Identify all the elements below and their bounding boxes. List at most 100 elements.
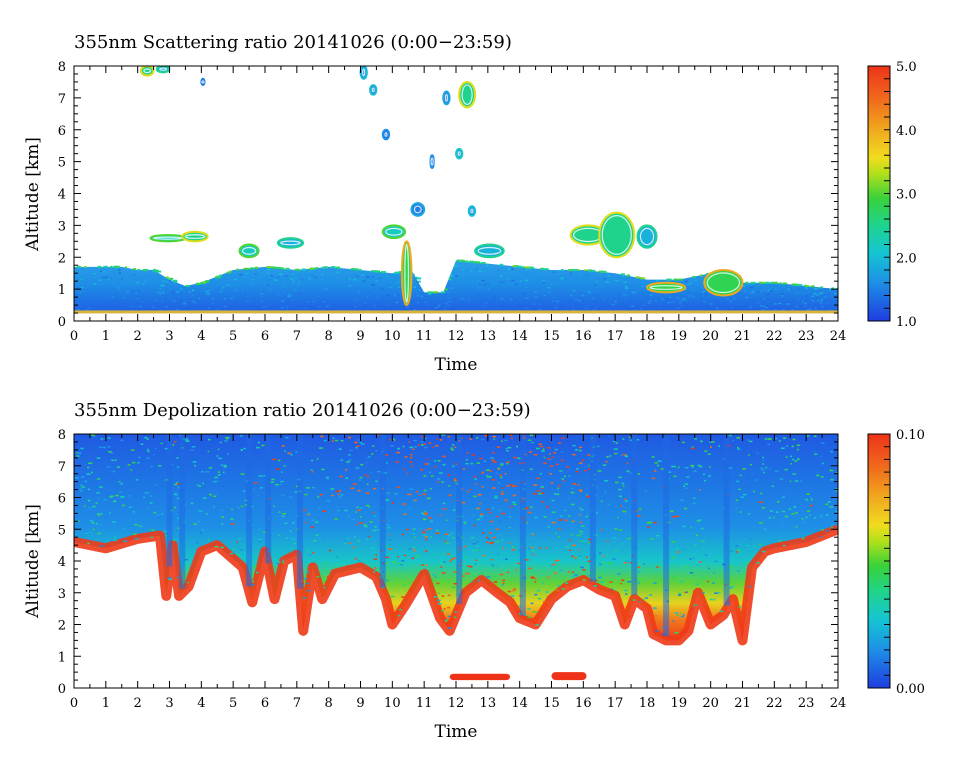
depol-speckle [614, 528, 618, 530]
scatter-speckle [511, 279, 515, 282]
depol-speckle [614, 549, 617, 552]
depol-speckle [795, 512, 799, 514]
scatter-speckle [75, 290, 78, 292]
scatter-speckle [709, 303, 713, 305]
scatter-speckle [448, 300, 452, 303]
scatter-speckle [436, 305, 440, 308]
scatter-speckle [157, 291, 160, 293]
depol-speckle [551, 456, 554, 458]
x-tick-label: 17 [607, 329, 624, 344]
depol-speckle [796, 448, 800, 451]
depol-speckle [371, 453, 374, 455]
cloud-patch [703, 269, 744, 297]
depol-speckle [529, 451, 532, 453]
scatter-speckle [750, 291, 754, 293]
layer-top-speckle [640, 277, 646, 280]
colorbar-tick-label: 2.0 [896, 251, 917, 266]
depol-speckle [490, 577, 493, 579]
depol-speckle [580, 566, 584, 569]
depol-speckle [172, 444, 175, 446]
depol-speckle [284, 450, 286, 452]
depol-speckle [85, 532, 90, 534]
depol-speckle [89, 520, 94, 522]
depol-speckle [402, 445, 405, 448]
cloud-patch [381, 128, 391, 141]
depol-speckle [491, 567, 495, 569]
depol-speckle [481, 471, 485, 474]
scatter-speckle [524, 307, 527, 309]
layer-top-speckle [524, 266, 530, 269]
depol-speckle [789, 455, 792, 458]
scatter-speckle [681, 298, 686, 300]
depol-speckle [501, 547, 504, 550]
depol-speckle [430, 520, 433, 523]
depol-speckle [791, 445, 794, 448]
depol-speckle [517, 457, 522, 459]
surface-depol-patch [449, 673, 511, 681]
scatter-speckle [90, 299, 95, 301]
depol-speckle [612, 440, 616, 443]
depol-speckle [184, 558, 189, 561]
depol-speckle [271, 478, 275, 481]
scatter-speckle [656, 279, 660, 282]
depol-speckle [602, 555, 605, 557]
depol-speckle [501, 491, 504, 493]
depol-speckle [275, 483, 279, 486]
depol-speckle [490, 541, 494, 544]
depol-speckle [326, 500, 331, 502]
depol-speckle [216, 455, 219, 457]
depol-speckle [95, 522, 99, 525]
depol-speckle [263, 531, 267, 534]
depol-speckle [527, 567, 532, 570]
depol-speckle [718, 591, 721, 594]
depol-speckle [176, 457, 179, 459]
depol-speckle [810, 496, 812, 499]
depol-speckle [576, 468, 579, 470]
scatter-speckle [796, 292, 800, 294]
depol-speckle [619, 606, 624, 608]
scatter-speckle [671, 301, 675, 303]
depol-speckle [212, 495, 216, 497]
depol-speckle [683, 485, 685, 487]
depol-speckle [756, 562, 760, 564]
y-tick-label: 8 [58, 60, 66, 75]
layer-top-speckle [598, 270, 603, 273]
depol-speckle [649, 594, 652, 596]
scatter-speckle [165, 306, 168, 308]
depol-speckle [693, 497, 696, 499]
depol-speckle [79, 487, 83, 490]
scatter-speckle [483, 305, 486, 307]
depol-speckle [568, 515, 571, 517]
depol-speckle [454, 446, 457, 449]
depol-speckle [292, 522, 295, 524]
scatter-speckle [805, 295, 809, 297]
depol-speckle [531, 553, 533, 555]
depol-speckle [397, 556, 400, 558]
depol-speckle [534, 516, 538, 519]
depol-speckle [146, 457, 150, 459]
depol-speckle [91, 522, 95, 525]
depol-speckle [651, 477, 655, 480]
scatter-speckle [594, 301, 598, 303]
depol-speckle [625, 593, 628, 595]
scatter-speckle [144, 280, 146, 283]
cloud-patch-contour [201, 80, 205, 84]
depol-speckle [368, 506, 370, 508]
colorbar-tick-label: 4.0 [896, 124, 917, 139]
depol-speckle [436, 438, 439, 440]
depol-speckle [305, 571, 310, 574]
cloud-patch [646, 281, 687, 294]
depol-speckle [353, 536, 356, 538]
colorbar-tick-label: 0.00 [896, 682, 925, 697]
depol-speckle [225, 437, 229, 439]
scatter-speckle [590, 298, 593, 300]
scatter-speckle [461, 298, 465, 300]
depol-speckle [541, 501, 545, 503]
scatter-speckle [271, 298, 274, 301]
depol-speckle [461, 515, 464, 518]
scatter-speckle [445, 302, 448, 304]
depol-speckle [681, 615, 685, 618]
scatter-speckle [482, 305, 485, 307]
depol-speckle [103, 446, 106, 449]
